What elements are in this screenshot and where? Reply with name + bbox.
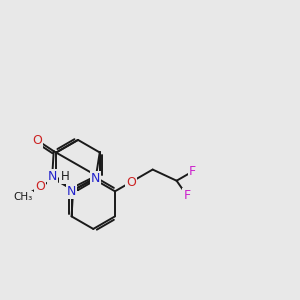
Text: CH₃: CH₃ bbox=[13, 192, 32, 202]
Text: N: N bbox=[67, 185, 76, 198]
Text: H: H bbox=[60, 170, 69, 183]
Text: F: F bbox=[183, 189, 190, 202]
Text: O: O bbox=[32, 134, 42, 147]
Text: N: N bbox=[91, 172, 100, 185]
Text: O: O bbox=[126, 176, 136, 188]
Text: O: O bbox=[35, 180, 45, 193]
Text: N: N bbox=[47, 170, 57, 183]
Text: F: F bbox=[189, 165, 196, 178]
